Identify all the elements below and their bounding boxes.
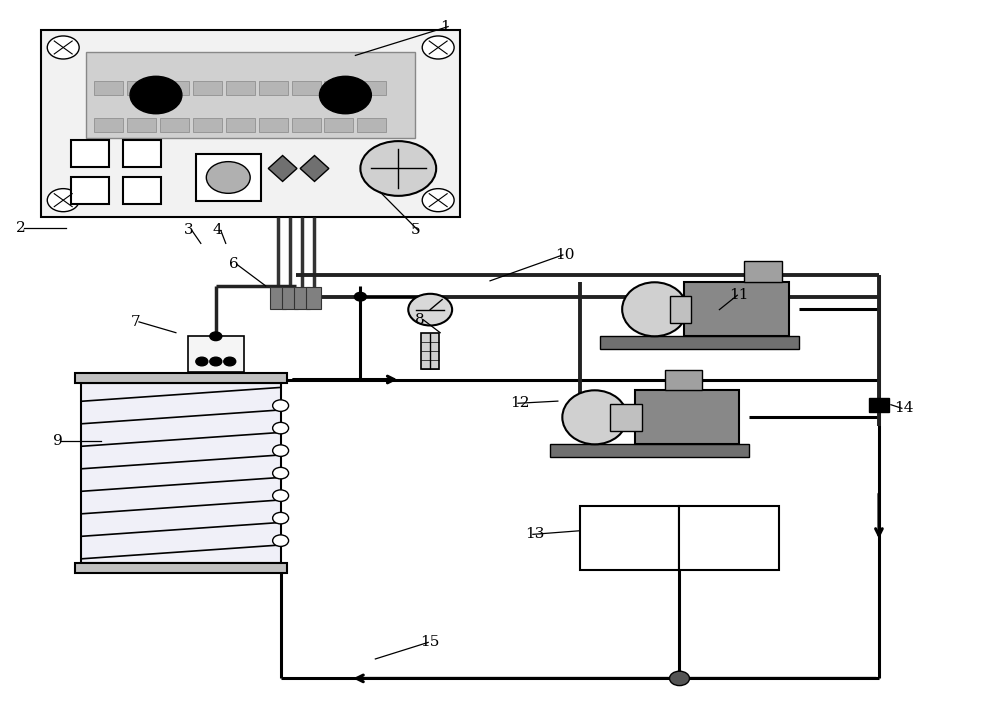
Circle shape <box>47 36 79 59</box>
Bar <box>127 80 156 95</box>
Circle shape <box>224 357 236 366</box>
Bar <box>357 80 386 95</box>
Bar <box>684 282 789 336</box>
Bar <box>94 118 123 132</box>
Bar <box>41 30 460 218</box>
Bar <box>670 296 691 322</box>
Polygon shape <box>300 155 329 181</box>
Bar <box>188 336 244 372</box>
Bar <box>71 140 109 167</box>
Bar <box>580 505 679 570</box>
Ellipse shape <box>562 390 627 445</box>
Bar <box>292 118 321 132</box>
Text: 9: 9 <box>53 434 63 448</box>
Text: 15: 15 <box>420 636 440 649</box>
Bar <box>600 336 799 349</box>
Text: 1: 1 <box>440 20 450 33</box>
Bar <box>282 287 298 309</box>
Bar <box>635 390 739 445</box>
Polygon shape <box>268 155 297 181</box>
Text: 7: 7 <box>131 315 141 329</box>
Text: 4: 4 <box>213 223 223 237</box>
Circle shape <box>422 36 454 59</box>
Bar <box>127 118 156 132</box>
Bar <box>81 383 281 563</box>
Bar <box>123 177 161 205</box>
Text: 3: 3 <box>184 223 194 237</box>
Circle shape <box>320 77 371 114</box>
Bar <box>193 118 222 132</box>
Circle shape <box>210 332 222 341</box>
Text: 13: 13 <box>525 527 544 542</box>
Bar <box>306 287 321 309</box>
Bar <box>94 80 123 95</box>
Bar <box>86 52 415 138</box>
Bar <box>292 80 321 95</box>
Circle shape <box>210 357 222 366</box>
Bar <box>75 373 287 383</box>
Circle shape <box>273 467 289 479</box>
Text: 6: 6 <box>229 257 239 271</box>
Bar <box>259 80 288 95</box>
Bar <box>123 140 161 167</box>
Circle shape <box>130 77 182 114</box>
Circle shape <box>196 357 208 366</box>
Bar <box>869 398 889 412</box>
Text: 10: 10 <box>555 248 574 262</box>
Bar <box>226 118 255 132</box>
Bar <box>71 177 109 205</box>
Bar <box>679 505 779 570</box>
Bar <box>744 261 782 282</box>
Bar <box>226 80 255 95</box>
Circle shape <box>273 490 289 502</box>
Bar <box>270 287 286 309</box>
Circle shape <box>273 513 289 524</box>
Circle shape <box>273 400 289 411</box>
Circle shape <box>354 292 366 301</box>
Bar <box>421 333 439 369</box>
Text: 12: 12 <box>510 396 529 410</box>
Text: 11: 11 <box>729 288 749 302</box>
Bar <box>294 287 310 309</box>
Bar <box>324 80 353 95</box>
Text: 5: 5 <box>410 223 420 237</box>
Bar <box>160 118 189 132</box>
Circle shape <box>408 294 452 325</box>
Bar <box>160 80 189 95</box>
Circle shape <box>47 189 79 212</box>
Bar <box>665 370 702 390</box>
Bar <box>75 563 287 573</box>
Circle shape <box>670 671 689 685</box>
Circle shape <box>273 422 289 434</box>
Text: 14: 14 <box>894 401 913 415</box>
Bar <box>193 80 222 95</box>
Ellipse shape <box>622 282 687 336</box>
Bar <box>259 118 288 132</box>
Bar <box>324 118 353 132</box>
Bar <box>610 404 642 431</box>
Bar <box>196 154 261 201</box>
Circle shape <box>273 445 289 456</box>
Text: 8: 8 <box>415 313 425 327</box>
Circle shape <box>422 189 454 212</box>
Circle shape <box>206 162 250 193</box>
Text: 2: 2 <box>16 221 26 235</box>
Bar <box>357 118 386 132</box>
Bar <box>550 445 749 457</box>
Circle shape <box>273 535 289 547</box>
Circle shape <box>360 141 436 196</box>
